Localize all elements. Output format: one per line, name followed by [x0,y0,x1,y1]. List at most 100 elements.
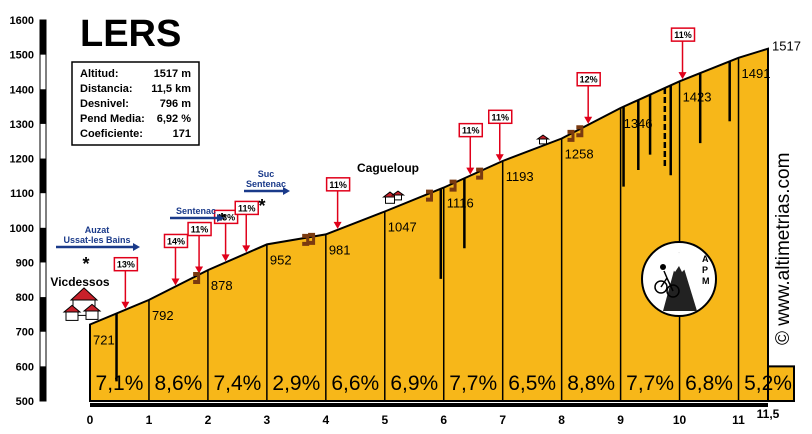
hairpin-icon [308,232,316,245]
profile-decor: * * * [62,125,584,321]
x-tick-label: 7 [499,413,506,427]
stat-label: Altitud: [80,68,118,80]
altitude-label: 792 [152,308,174,323]
altitude-label: 981 [329,242,351,257]
stat-label: Desnivel: [80,98,129,110]
y-axis: 500 600 700 800 900 1000 1100 1200 1300 1400 1500 1… [10,15,47,408]
altitude-label: 1193 [506,169,534,184]
star-icon: * [82,254,89,274]
segment-gradient-label: 7,1% [96,372,144,395]
stat-value: 1517 m [154,68,192,80]
altitude-label: 1047 [388,220,417,235]
max-gradient-label: 13% [117,260,135,270]
house-icon [82,303,102,320]
y-tick-label: 1300 [10,119,34,131]
arrow-icon [171,278,180,286]
y-tick-label: 800 [16,292,34,304]
star-icon: * [258,196,265,216]
house-icon [62,304,82,321]
altitude-label: 952 [270,252,292,267]
arrow-icon [333,221,342,229]
sign-label: Ussat-les Bains [63,235,130,245]
arrow-icon [584,116,593,124]
chart-title: LERS [80,13,181,55]
segment-gradient-label: 8,6% [154,372,202,395]
x-tick-label: 2 [205,413,212,427]
max-gradient-label: 11% [674,30,692,40]
x-tick-label: 0 [87,413,94,427]
segment-gradient-label: 6,6% [331,372,379,395]
sign-label: Sentenac [246,179,286,189]
max-gradient-label: 11% [329,180,347,190]
credit-text: © www.altimetrias.com [773,153,794,345]
x-tick-label: 11,5 [757,407,780,421]
star-icon: * [218,210,225,230]
x-tick-label: 4 [322,413,329,427]
stat-label: Coeficiente: [80,128,143,140]
segment-gradient-label: 5,2% [744,372,792,395]
y-tick-label: 700 [16,327,34,339]
profile-fill [89,47,769,402]
x-tick-label: 9 [617,413,624,427]
x-tick-label: 5 [381,413,388,427]
x-tick-label: 1 [146,413,153,427]
hairpin-icon [449,179,457,192]
stat-label: Pend Media: [80,113,145,125]
y-tick-label: 1100 [10,188,34,200]
segment-gradient-label: 6,5% [508,372,556,395]
stat-value: 11,5 km [151,83,191,95]
x-tick-label: 10 [673,413,687,427]
altitude-label: 1258 [565,146,594,161]
max-gradient-label: 13% [217,212,235,222]
segment-gradients: 7,1% 8,6% 7,4% 2,9% 6,6% 6,9% 7,7% 6,5% 8,8% 7,7%… [96,372,792,395]
arrow-icon [242,245,251,253]
bike-wheel-icon [654,280,668,294]
max-gradient-label: 11% [462,126,480,136]
place-label: Cagueloup [357,161,419,175]
stat-value: 171 [173,128,191,140]
altitude-label: 1491 [742,66,771,81]
house-icon [535,134,551,145]
max-gradient-label: 11% [191,225,209,235]
hairpin-icon [476,167,484,180]
profile-area [89,47,795,402]
stat-value: 6,92 % [157,113,191,125]
max-gradient-label: 11% [491,112,509,122]
segment-gradient-label: 6,8% [685,372,733,395]
altitude-label: 1346 [624,116,653,131]
x-tick-label: 3 [264,413,271,427]
segment-gradient-label: 2,9% [272,372,320,395]
x-tick-label: 11 [732,413,745,427]
y-tick-label: 1400 [10,84,34,96]
max-gradient-label: 14% [167,236,185,246]
hairpin-icon [576,125,584,138]
hairpin-icon [302,233,310,246]
altitude-labels: 721 792 878 952 981 1047 1116 1193 1258 1346 1423 1… [93,39,801,348]
max-gradient-markers: 13%14%11%13%11%11%11%11%12%11% [113,27,696,309]
house-icon [390,190,406,201]
segment-gradient-label: 8,8% [567,372,615,395]
segment-gradient-label: 6,9% [390,372,438,395]
x-tick-label: 8 [558,413,565,427]
hairpin-icon [426,189,433,202]
altitude-label: 1116 [447,196,474,211]
arrow-icon [121,301,130,309]
y-tick-label: 1200 [10,154,34,166]
place-labels: Vicdessos Cagueloup [50,161,419,289]
y-tick-label: 900 [16,257,34,269]
sign-label: Auzat [85,225,110,235]
stat-value: 796 m [160,98,191,110]
stat-label: Distancia: [80,83,133,95]
segment-gradient-label: 7,7% [626,372,674,395]
max-gradient-box [458,122,484,138]
altitude-label: 721 [93,332,115,347]
x-tick-label: 6 [440,413,447,427]
sign-label: Sentenac [176,206,216,216]
max-gradient-label: 11% [238,203,256,213]
place-label: Vicdessos [50,275,109,289]
y-tick-label: 500 [16,396,34,408]
y-tick-label: 1500 [10,50,34,62]
arrow-icon [195,266,204,274]
